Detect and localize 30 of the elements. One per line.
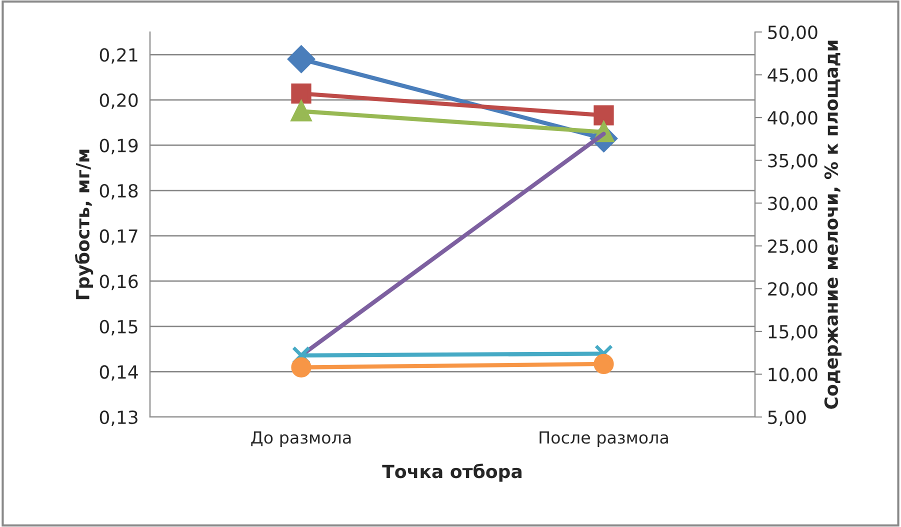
y-tick-label: 0,15 [100, 320, 138, 336]
point [291, 84, 312, 104]
y-axis-title: Грубость, мг/м [74, 150, 94, 300]
y2-axis-title: Содержание мелочи, % к площади [824, 40, 842, 409]
y-tick-label: 0,21 [100, 48, 138, 64]
x-tick-label: После размола [540, 431, 668, 448]
y2-tick-label: 15,00 [768, 324, 818, 340]
x-axis-title: Точка отбора [382, 464, 522, 482]
y-tick-label: 0,16 [100, 274, 138, 290]
point [288, 46, 315, 73]
y2-tick-label: 20,00 [768, 282, 818, 298]
y2-tick-label: 50,00 [768, 25, 818, 41]
y2-tick-label: 30,00 [768, 196, 818, 212]
y-tick-label: 0,13 [100, 410, 138, 426]
y-tick-label: 0,19 [100, 138, 138, 154]
y2-tick-label: 35,00 [768, 154, 818, 170]
point [291, 101, 312, 122]
point [291, 357, 312, 378]
y-tick-label: 0,20 [100, 93, 138, 109]
point [594, 354, 614, 374]
y-tick-label: 0,18 [100, 184, 138, 200]
y2-tick-label: 10,00 [768, 368, 818, 384]
point [594, 105, 614, 126]
y2-tick-label: 45,00 [768, 68, 818, 84]
x-tick-label: До размола [251, 431, 351, 448]
y-tick-label: 0,17 [100, 229, 138, 245]
y2-tick-label: 40,00 [768, 111, 818, 127]
y2-tick-label: 25,00 [768, 239, 818, 255]
y-tick-label: 0,14 [100, 365, 138, 381]
y2-tick-label: 5,00 [768, 410, 806, 426]
